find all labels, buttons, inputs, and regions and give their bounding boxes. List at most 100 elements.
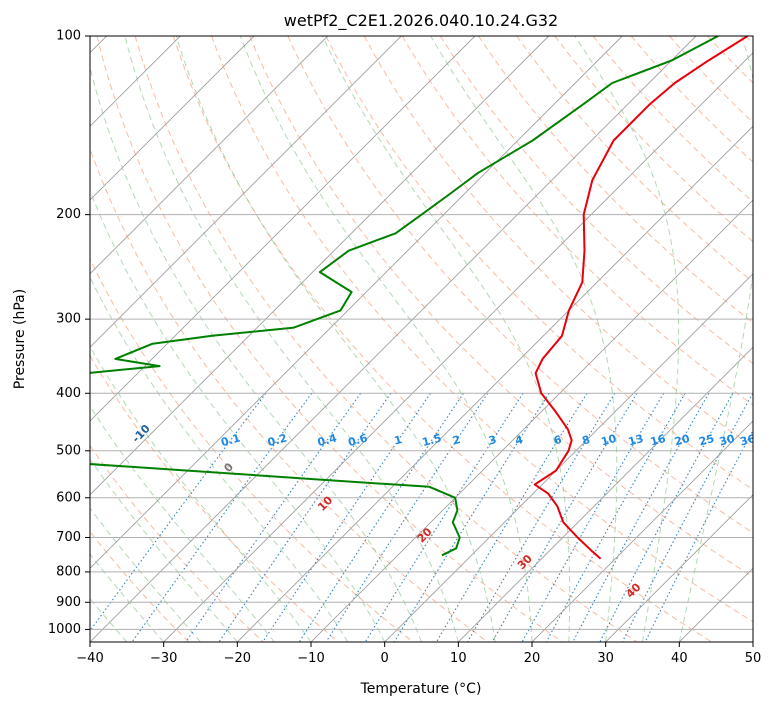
mixing-ratio-line	[131, 392, 313, 642]
isotherm	[384, 273, 753, 642]
profiles	[90, 36, 749, 560]
dry-adiabat	[249, 36, 753, 578]
mixing-ratio-label: 10	[600, 432, 618, 449]
mixing-ratio-line	[262, 392, 431, 642]
mixing-ratio-label: 1	[393, 433, 404, 448]
y-tick-label: 100	[56, 29, 81, 44]
moist-adiabat	[239, 36, 533, 642]
mixing-ratio-label: 0.1	[219, 431, 241, 449]
mixing-ratio-label: 4	[514, 433, 525, 448]
mixing-ratio-label: 13	[627, 432, 645, 449]
background-lines	[90, 36, 753, 642]
moist-adiabat	[90, 507, 201, 642]
mixing-ratio-line	[545, 393, 686, 642]
moist-adiabat	[574, 36, 680, 642]
dry-adiabat	[439, 36, 753, 365]
isotherm	[90, 36, 255, 201]
moist-adiabat	[430, 36, 618, 642]
y-tick-label: 500	[56, 443, 81, 458]
contour-labels: -100-90-80-70-60-50-40-30-20-10010203040…	[130, 422, 757, 601]
y-tick-label: 400	[56, 386, 81, 401]
isotherm	[236, 125, 753, 642]
mixing-ratio-label: 0.6	[347, 431, 370, 449]
moist-adiabat	[90, 553, 165, 642]
mixing-ratio-line	[621, 393, 753, 642]
dry-adiabat	[90, 530, 190, 642]
isotherm	[605, 494, 753, 642]
mixing-ratio-line	[644, 429, 753, 642]
y-tick-label: 600	[56, 490, 81, 505]
dry-adiabat	[592, 36, 753, 203]
moist-adiabat	[90, 276, 349, 642]
dry-adiabat	[554, 36, 753, 243]
mixing-ratio-label: 25	[698, 432, 716, 449]
x-tick-label: −30	[150, 651, 177, 666]
profile-line-2	[90, 36, 719, 557]
isotherm	[90, 36, 697, 642]
mixing-ratio-line	[521, 393, 665, 642]
x-tick-label: 10	[450, 651, 467, 666]
isotherm	[310, 199, 753, 642]
x-tick-label: 0	[381, 651, 389, 666]
y-tick-label: 800	[56, 564, 81, 579]
moist-adiabat	[90, 65, 422, 642]
y-axis-label: Pressure (hPa)	[12, 289, 28, 389]
x-tick-label: 20	[524, 651, 541, 666]
x-tick-label: −10	[297, 651, 324, 666]
x-tick-label: 40	[671, 651, 688, 666]
dry-adiabat	[172, 36, 712, 642]
mixing-ratio-line	[393, 393, 550, 642]
dry-adiabat	[401, 36, 753, 406]
mixing-ratio-label: 1.5	[421, 431, 443, 449]
x-axis-label: Temperature (°C)	[360, 681, 482, 697]
mixing-ratio-label: 2	[451, 433, 462, 448]
profile-line-1	[533, 36, 749, 560]
isotherm	[90, 36, 550, 496]
isotherm	[90, 36, 329, 275]
mixing-ratio-label: 16	[649, 432, 667, 449]
isotherm	[90, 36, 402, 348]
moist-adiabat	[90, 189, 386, 642]
mixing-ratio-line	[467, 393, 616, 642]
mixing-ratio-line	[218, 392, 392, 642]
mixing-ratio-label: 6	[552, 433, 563, 448]
moist-adiabat	[90, 458, 238, 642]
dry-adiabat	[516, 36, 753, 283]
mixing-ratio-label: 0.4	[316, 431, 339, 449]
x-tick-label: −20	[224, 651, 251, 666]
isotherm	[90, 36, 476, 422]
plot-frame	[89, 35, 754, 643]
moist-adiabat	[678, 36, 753, 642]
mixing-ratio-label: 20	[673, 432, 691, 449]
dry-adiabat	[134, 36, 638, 642]
mixing-ratio-line	[435, 393, 588, 642]
moist-adiabat	[124, 36, 459, 642]
dry-adiabat	[90, 444, 264, 642]
isotherm	[457, 346, 753, 642]
x-tick-label: −40	[76, 651, 103, 666]
moist-adiabat	[322, 36, 571, 642]
mixing-ratio-label: 36	[739, 432, 757, 449]
y-tick-label: 200	[56, 207, 81, 222]
x-tick-label: 30	[597, 651, 614, 666]
dry-adiabat	[287, 36, 753, 534]
mixing-ratio-label: 0.2	[266, 431, 288, 449]
dry-adiabat	[211, 36, 753, 623]
x-axis-ticks: −40 −30 −20 −10 0 10 20 30 40 50	[76, 642, 761, 666]
grid	[90, 36, 753, 642]
mixing-ratio-label: 8	[581, 433, 592, 448]
mixing-ratio-line	[298, 392, 464, 642]
y-tick-label: 900	[56, 595, 81, 610]
y-tick-label: 300	[56, 312, 81, 327]
mixing-ratio-label: 3	[487, 433, 498, 448]
y-tick-label: 700	[56, 530, 81, 545]
chart-title: wetPf2_C2E1.2026.040.10.24.G32	[284, 11, 558, 31]
isotherm	[90, 36, 623, 569]
isotherm	[531, 420, 753, 642]
x-tick-label: 50	[745, 651, 762, 666]
y-axis-ticks: 100 200 300 400 500 600 700 800 900 1000	[48, 29, 90, 637]
isotherm	[163, 52, 753, 642]
moist-adiabat	[90, 597, 128, 642]
mixing-ratio-line	[90, 392, 267, 632]
